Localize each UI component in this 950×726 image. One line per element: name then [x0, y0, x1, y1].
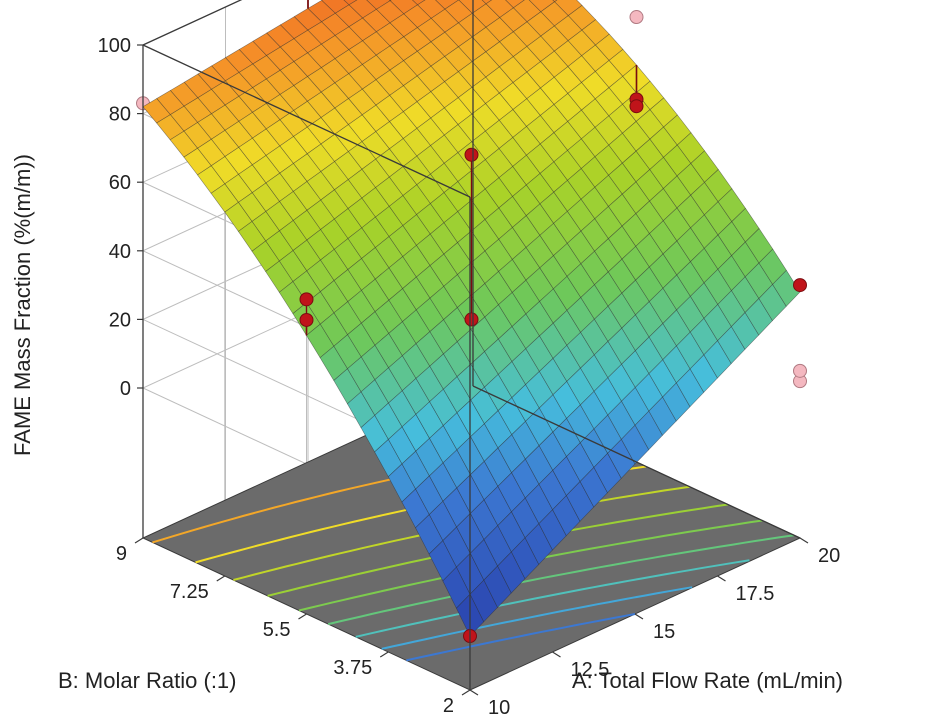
b-tick-mark	[216, 575, 226, 582]
contour-line	[327, 534, 795, 626]
design-point	[793, 363, 807, 378]
a-tick-mark	[799, 537, 809, 544]
surface-cell	[343, 0, 358, 6]
b-tick-label: 7.25	[170, 581, 209, 603]
contour-line	[406, 613, 636, 662]
b-tick-mark	[379, 651, 389, 658]
z-tick-label: 40	[109, 241, 131, 263]
z-tick-label: 0	[120, 378, 131, 400]
design-point	[299, 312, 314, 327]
design-point	[299, 292, 314, 307]
contour-line	[355, 559, 750, 638]
design-point	[629, 10, 644, 25]
a-tick-mark	[469, 689, 479, 696]
design-point	[464, 147, 479, 162]
b-tick-mark	[298, 613, 307, 620]
z-tick-label: 80	[109, 104, 131, 126]
design-point	[793, 278, 807, 293]
response-surface	[142, 0, 801, 637]
surface-cell	[481, 0, 493, 5]
b-tick-mark	[461, 689, 471, 696]
a-axis-title: A: Total Flow Rate (mL/min)	[572, 668, 843, 693]
a-tick-label: 17.5	[736, 583, 775, 605]
a-tick-label: 10	[488, 697, 510, 719]
b-tick-label: 2	[443, 695, 454, 717]
tick-labels: 0 20 40 60 80 100 2 3.75 5.5 7.25 9 10 12.5 15 17.5 20	[98, 35, 841, 719]
z-tick-label: 60	[109, 172, 131, 194]
a-tick-label: 15	[653, 621, 675, 643]
b-axis-title: B: Molar Ratio (:1)	[58, 668, 237, 693]
design-point	[464, 312, 479, 327]
z-axis-title: FAME Mass Fraction (%(m/m))	[10, 154, 35, 456]
a-tick-mark	[634, 613, 644, 620]
contour-line	[381, 586, 693, 650]
a-tick-mark	[717, 575, 726, 582]
design-point	[629, 99, 644, 114]
a-tick-label: 12.5	[571, 659, 610, 681]
b-tick-mark	[134, 537, 144, 544]
a-tick-label: 20	[818, 545, 840, 567]
z-tick-label: 20	[109, 309, 131, 331]
b-tick-label: 5.5	[263, 619, 291, 641]
frame-edge	[472, 385, 801, 539]
surface-cell	[412, 0, 426, 6]
b-tick-label: 3.75	[333, 657, 372, 679]
axes-frame	[142, 0, 801, 690]
frame-edge	[142, 44, 471, 198]
surface-cell	[772, 269, 801, 307]
frame-edge	[142, 0, 243, 46]
a-tick-mark	[552, 651, 561, 658]
b-tick-label: 9	[116, 543, 127, 565]
z-tick-label: 100	[98, 35, 131, 57]
